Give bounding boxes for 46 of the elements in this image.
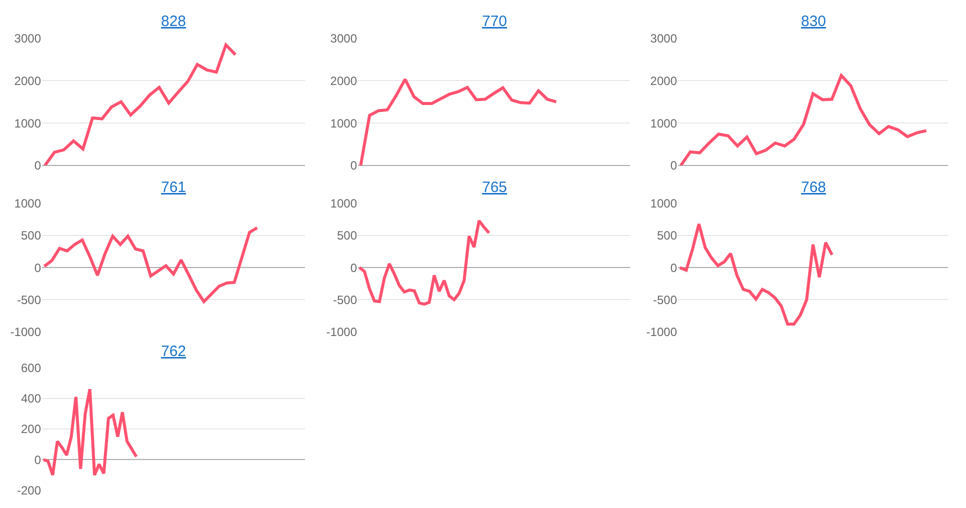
y-tick-label: 1000: [14, 116, 42, 130]
y-tick-label: 0: [670, 158, 678, 173]
y-tick-label: -1000: [646, 324, 678, 339]
chart-title: 768: [801, 179, 826, 196]
y-tick-label: 200: [20, 422, 42, 436]
y-tick-label: 600: [20, 360, 42, 375]
line-series: [358, 219, 491, 306]
line-series: [42, 388, 138, 476]
y-tick-label: 0: [350, 158, 358, 173]
chart-title: 828: [161, 13, 186, 30]
y-tick-label: 1000: [650, 196, 678, 211]
line-series: [42, 226, 259, 304]
y-tick-label: -1000: [326, 324, 358, 339]
line-series: [679, 74, 928, 166]
y-tick-label: 500: [20, 228, 42, 243]
y-tick-label: 1000: [330, 116, 358, 130]
y-tick-label: 2000: [650, 74, 678, 88]
chart-title: 761: [161, 179, 186, 196]
y-tick-label: 400: [20, 392, 42, 406]
y-tick-label: -500: [652, 292, 678, 307]
y-tick-label: 500: [656, 228, 678, 243]
y-tick-label: 0: [350, 260, 358, 275]
y-tick-label: 3000: [330, 31, 358, 46]
y-tick-label: 3000: [14, 31, 42, 46]
chart-title: 762: [161, 343, 186, 360]
y-tick-label: -1000: [10, 324, 42, 339]
line-series: [359, 78, 558, 166]
y-tick-label: 500: [336, 228, 358, 243]
y-tick-label: 1000: [14, 196, 42, 211]
y-tick-label: 1000: [330, 196, 358, 211]
y-tick-label: 0: [670, 260, 678, 275]
y-tick-label: 0: [34, 452, 42, 467]
line-series: [678, 222, 834, 326]
y-tick-label: 2000: [330, 74, 358, 88]
line-series: [43, 43, 237, 166]
y-tick-label: 1000: [650, 116, 678, 130]
y-tick-label: 0: [34, 158, 42, 173]
chart-title: 765: [482, 179, 508, 196]
y-tick-label: 3000: [650, 31, 678, 46]
y-tick-label: 0: [34, 260, 42, 275]
chart-title: 770: [482, 13, 508, 30]
y-tick-label: -200: [16, 484, 42, 498]
y-tick-label: -500: [332, 292, 358, 307]
chart-title: 830: [801, 13, 826, 30]
y-tick-label: 2000: [14, 74, 42, 88]
y-tick-label: -500: [16, 292, 42, 307]
